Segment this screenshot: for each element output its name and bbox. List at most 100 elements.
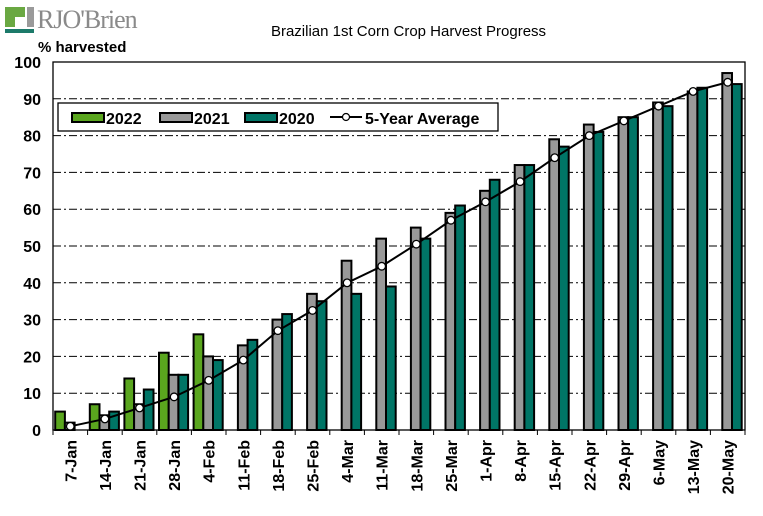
average-point: [411, 239, 421, 249]
gridlines: [53, 98, 745, 394]
average-point: [169, 392, 179, 402]
bar-2020: [177, 373, 190, 431]
average-point: [377, 261, 387, 271]
bar-2021: [271, 318, 284, 432]
average-point: [550, 153, 560, 163]
x-tick-label: 29-Apr: [617, 440, 634, 491]
y-tick-label: 40: [23, 276, 41, 293]
x-tick-label: 22-Apr: [582, 440, 599, 491]
bar-2020: [454, 204, 466, 431]
average-line: [65, 77, 733, 431]
x-tick-label: 14-Jan: [98, 440, 115, 491]
y-tick-label: 80: [23, 129, 41, 146]
x-tick-label: 25-Mar: [444, 440, 461, 492]
x-tick-label: 28-Jan: [167, 440, 184, 491]
bar-2021: [479, 189, 491, 431]
average-point: [204, 375, 214, 385]
bar-2020: [558, 145, 570, 431]
legend-label-2021: 2021: [194, 111, 230, 128]
bars: [54, 72, 743, 432]
average-point: [446, 215, 456, 225]
logo-text: RJO'Brien: [37, 5, 138, 34]
axes: 0 10 20 30 40 50 60 70 80 90 100 7-Jan 14-Jan 21-Jan 2…: [14, 55, 746, 494]
y-tick-label: 10: [23, 386, 41, 403]
x-tick-label: 18-Feb: [271, 440, 288, 492]
x-tick-label: 18-Mar: [409, 440, 426, 492]
x-tick-label: 25-Feb: [306, 440, 323, 492]
bar-2020: [212, 359, 224, 431]
bar-2020: [281, 313, 293, 431]
legend-swatch-2020: [244, 112, 278, 123]
bar-2021: [167, 373, 180, 431]
average-point: [515, 177, 525, 187]
y-tick-label: 50: [23, 239, 41, 256]
average-point: [273, 326, 283, 336]
x-tick-label: 15-Apr: [548, 440, 565, 491]
average-point: [654, 101, 663, 111]
x-tick-label: 1-Apr: [479, 440, 496, 482]
bar-2020: [696, 86, 709, 431]
bar-2020: [661, 105, 674, 431]
bar-2021: [548, 138, 560, 431]
bar-2021: [582, 123, 595, 431]
bar-2020: [523, 164, 536, 431]
bar-2020: [592, 130, 605, 431]
y-tick-label: 20: [23, 349, 41, 366]
y-tick-label: 0: [32, 423, 41, 440]
x-tick-label: 4-Feb: [202, 440, 219, 483]
bar-2020: [315, 300, 328, 432]
bar-2021: [686, 90, 699, 431]
legend-swatch-2021: [159, 112, 193, 123]
legend-point-sample: [341, 112, 351, 122]
y-tick-label: 90: [23, 92, 41, 109]
bar-2022: [123, 377, 136, 432]
average-point: [342, 278, 352, 288]
legend-label-2022: 2022: [106, 111, 142, 128]
x-tick-label: 4-Mar: [340, 440, 357, 483]
y-tick-label: 30: [23, 313, 41, 330]
average-point: [688, 86, 698, 96]
x-tick-label: 20-May: [721, 440, 738, 494]
bar-2020: [488, 178, 501, 431]
bar-2021: [202, 355, 215, 431]
bar-2021: [652, 101, 664, 431]
legend-swatch-2022: [71, 112, 105, 123]
y-tick-label: 60: [23, 202, 41, 219]
bar-2020: [419, 237, 432, 431]
chart-title: Brazilian 1st Corn Crop Harvest Progress: [270, 23, 547, 40]
bar-2022: [158, 351, 170, 431]
average-point: [135, 403, 144, 413]
bar-2022: [192, 333, 205, 432]
legend: 2022 2021 2020 5-Year Average: [57, 102, 499, 132]
bar-2021: [409, 226, 422, 431]
bar-2020: [385, 285, 397, 432]
x-tick-label: 11-Mar: [375, 440, 392, 491]
average-point: [308, 305, 317, 315]
bar-2020: [627, 116, 639, 431]
average-point: [584, 131, 594, 141]
y-tick-label: 100: [14, 55, 41, 72]
bar-2022: [54, 410, 66, 432]
x-tick-label: 6-May: [652, 440, 669, 485]
y-axis-title: % harvested: [38, 39, 127, 56]
bar-2021: [617, 116, 630, 431]
average-point: [481, 197, 490, 207]
bar-2021: [721, 72, 733, 431]
average-point: [238, 355, 248, 365]
average-line-path: [70, 81, 728, 428]
legend-label-2020: 2020: [279, 111, 315, 128]
x-tick-label: 8-Apr: [513, 440, 530, 482]
average-point: [100, 414, 110, 424]
average-point: [65, 421, 75, 431]
x-tick-label: 7-Jan: [63, 440, 80, 482]
legend-label-5-year-average: 5-Year Average: [365, 111, 480, 128]
bar-2021: [444, 211, 457, 431]
bar-2020: [350, 292, 363, 431]
x-tick-label: 11-Feb: [236, 440, 253, 491]
bar-2020: [142, 388, 155, 431]
bar-2021: [513, 164, 526, 431]
x-tick-label: 13-May: [686, 440, 703, 494]
average-point: [619, 116, 629, 126]
bar-2020: [731, 83, 743, 432]
